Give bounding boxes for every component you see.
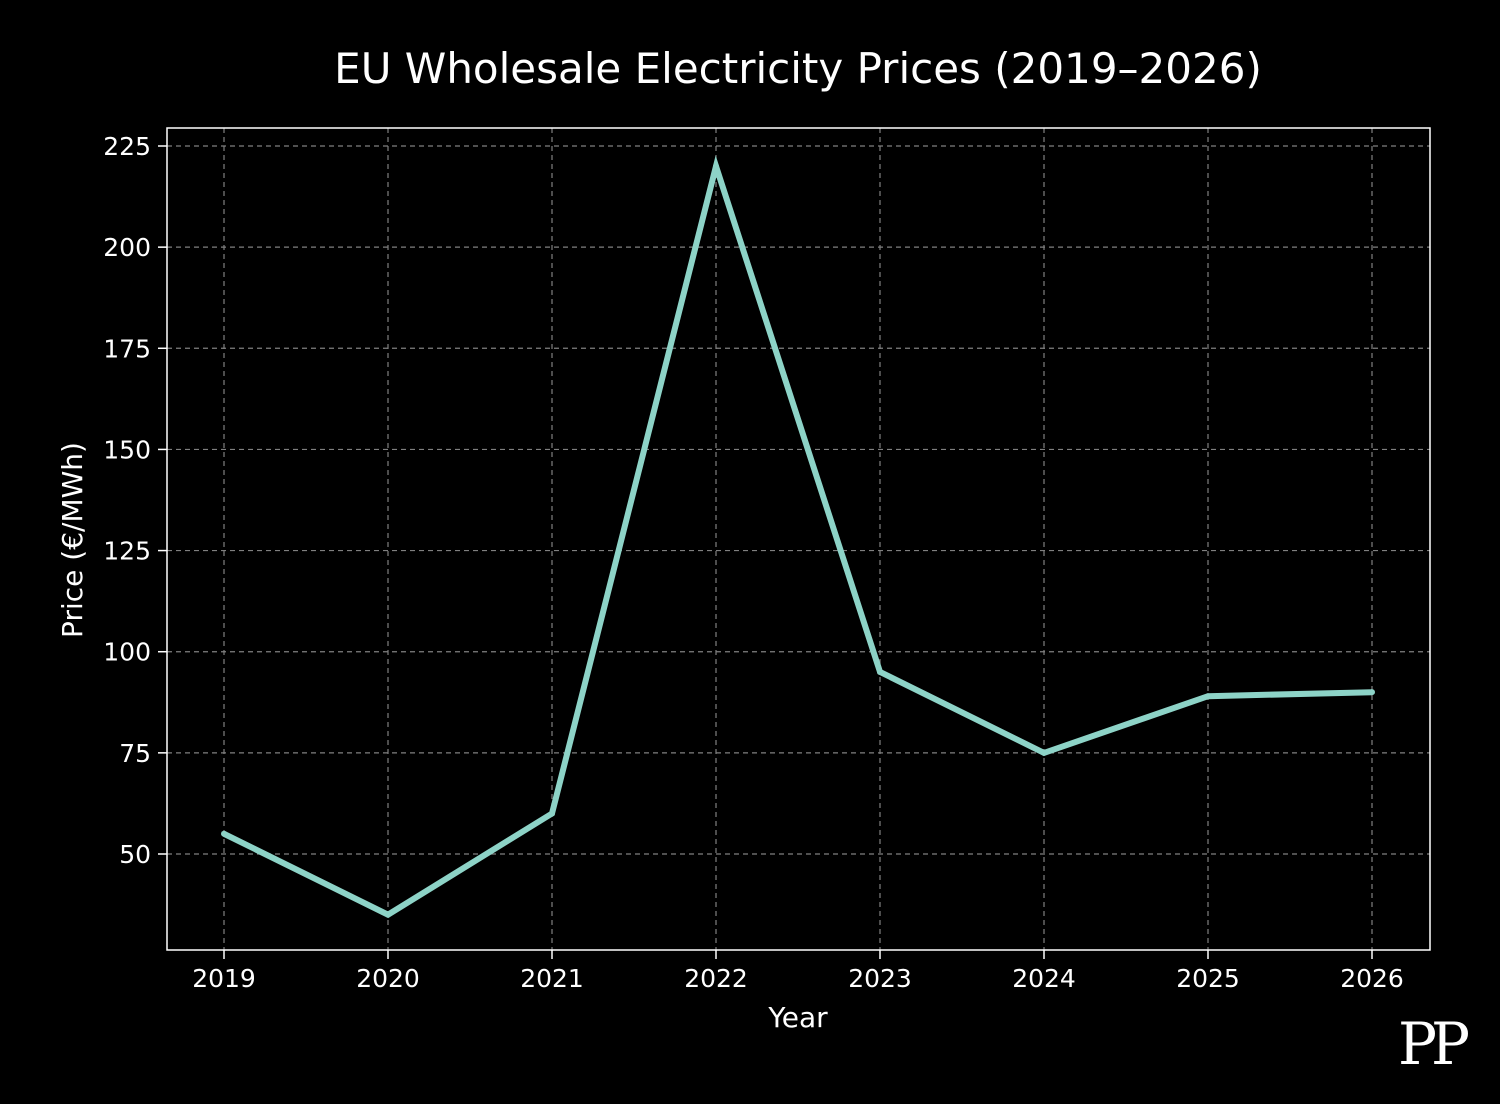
chart-title: EU Wholesale Electricity Prices (2019–20… <box>334 44 1262 93</box>
series-layer <box>221 155 1375 919</box>
y-tick-label-100: 100 <box>103 638 151 667</box>
horizontal-gridlines <box>167 145 1430 855</box>
y-tick-label-200: 200 <box>103 233 151 262</box>
series-line-price <box>222 155 1373 919</box>
y-tick-label-75: 75 <box>119 739 151 768</box>
x-tick-label-2020: 2020 <box>356 964 420 993</box>
data-point-2022 <box>713 163 719 170</box>
data-point-2023 <box>877 668 883 675</box>
x-tick-label-2021: 2021 <box>520 964 584 993</box>
y-tick-label-50: 50 <box>119 840 151 869</box>
y-axis-ticks: 50 75 100 125 150 175 200 225 <box>103 132 167 869</box>
y-axis-label: Price (€/MWh) <box>56 442 89 638</box>
x-tick-label-2026: 2026 <box>1340 964 1404 993</box>
plot-area-frame <box>166 127 1431 951</box>
data-point-2021 <box>549 810 555 817</box>
x-tick-label-2023: 2023 <box>848 964 912 993</box>
x-axis-label: Year <box>767 1001 828 1034</box>
data-point-2026 <box>1369 689 1375 696</box>
watermark-logo: PP <box>1398 1010 1468 1078</box>
y-tick-label-125: 125 <box>103 537 151 566</box>
y-tick-label-175: 175 <box>103 334 151 363</box>
data-point-2024 <box>1041 749 1047 756</box>
x-tick-label-2025: 2025 <box>1176 964 1240 993</box>
data-point-2020 <box>385 911 391 918</box>
x-axis-ticks: 2019 2020 2021 2022 2023 2024 2025 2026 <box>192 950 1404 993</box>
data-point-2025 <box>1205 693 1211 700</box>
x-tick-label-2024: 2024 <box>1012 964 1076 993</box>
y-tick-label-225: 225 <box>103 132 151 161</box>
x-tick-label-2019: 2019 <box>192 964 256 993</box>
vertical-gridlines <box>223 128 1373 950</box>
x-tick-label-2022: 2022 <box>684 964 748 993</box>
y-tick-label-150: 150 <box>103 435 151 464</box>
data-point-2019 <box>221 830 227 837</box>
